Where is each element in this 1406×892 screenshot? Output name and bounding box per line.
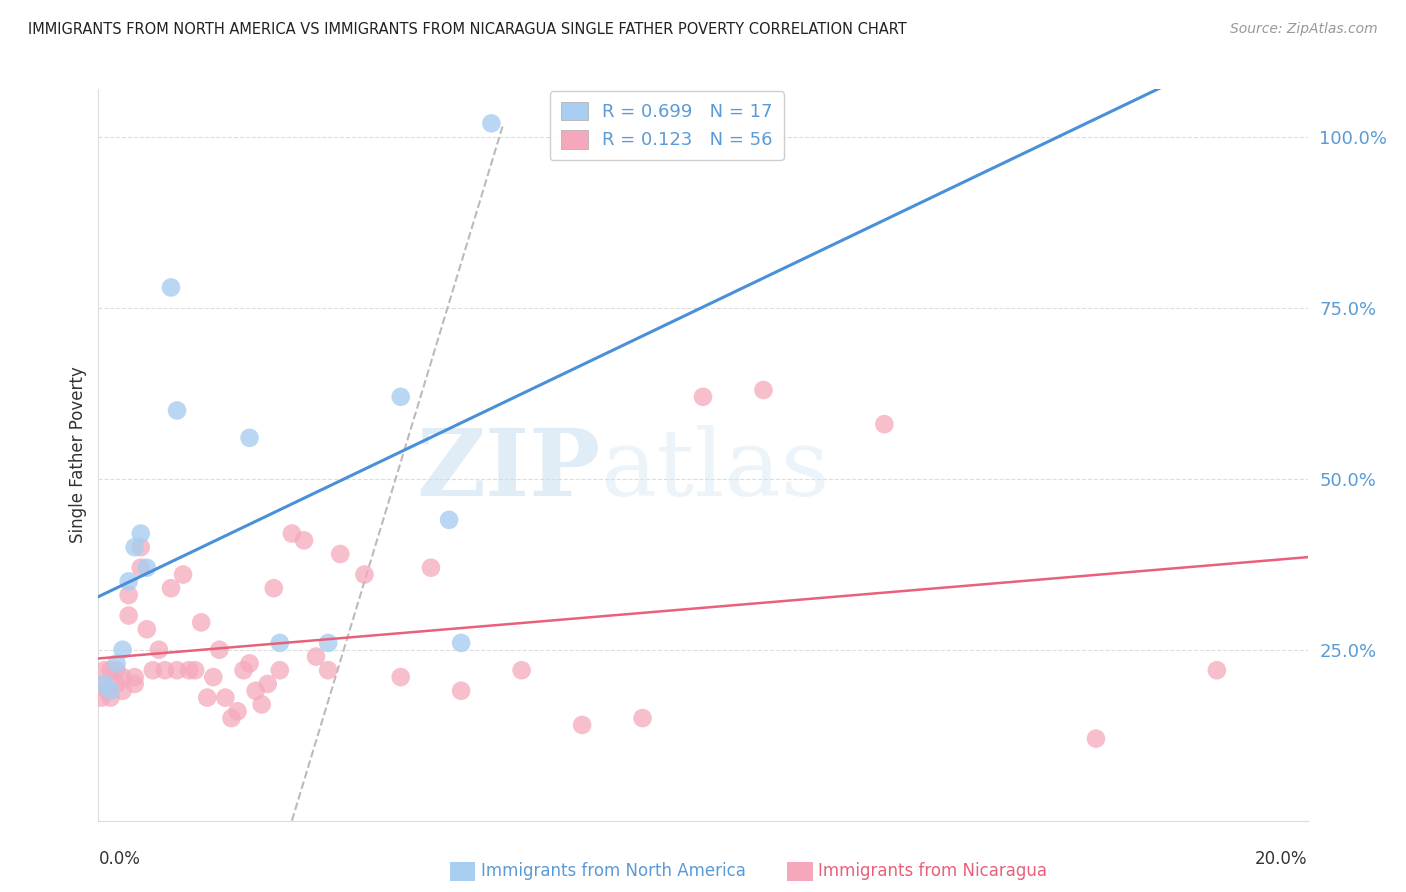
Point (263, 581, 285, 595)
Point (239, 431, 262, 445)
Point (389, 670, 412, 684)
Point (93, 663, 115, 677)
Point (202, 670, 225, 684)
Point (329, 547, 352, 561)
Point (118, 608, 141, 623)
Point (96, 683, 118, 698)
Point (195, 690, 218, 705)
Point (232, 663, 254, 677)
Point (245, 683, 267, 698)
Point (111, 670, 134, 684)
Point (1206, 663, 1229, 677)
Point (100, 663, 122, 677)
Point (208, 642, 231, 657)
Point (420, 560, 443, 574)
Point (256, 677, 278, 691)
Point (90, 690, 112, 705)
Point (129, 540, 152, 554)
Point (305, 649, 328, 664)
Point (166, 663, 188, 677)
Y-axis label: Single Father Poverty: Single Father Poverty (69, 367, 87, 543)
Point (93, 677, 115, 691)
Point (129, 560, 152, 574)
Point (93, 677, 115, 691)
Text: Immigrants from North America: Immigrants from North America (481, 863, 745, 880)
Text: IMMIGRANTS FROM NORTH AMERICA VS IMMIGRANTS FROM NICARAGUA SINGLE FATHER POVERTY: IMMIGRANTS FROM NORTH AMERICA VS IMMIGRA… (28, 22, 907, 37)
Point (135, 560, 157, 574)
Point (250, 698, 273, 712)
Text: atlas: atlas (600, 425, 830, 515)
Point (450, 636, 472, 650)
Point (481, 116, 503, 130)
Point (105, 657, 128, 671)
Point (214, 690, 236, 705)
Point (118, 574, 141, 589)
Point (135, 622, 157, 636)
Point (353, 567, 375, 582)
Text: 20.0%: 20.0% (1256, 850, 1308, 868)
Point (571, 718, 593, 732)
Point (148, 642, 170, 657)
Point (190, 615, 212, 630)
Point (105, 677, 128, 691)
Point (316, 663, 339, 677)
Point (118, 588, 141, 602)
Text: 0.0%: 0.0% (98, 850, 141, 868)
Point (281, 526, 304, 541)
Point (269, 663, 291, 677)
Point (752, 383, 775, 397)
Point (142, 663, 165, 677)
Point (129, 526, 152, 541)
Point (1085, 731, 1108, 746)
Point (239, 657, 262, 671)
Point (100, 690, 122, 705)
Point (437, 513, 460, 527)
Point (269, 636, 291, 650)
Point (124, 540, 146, 554)
Point (100, 683, 122, 698)
Point (105, 663, 128, 677)
Point (166, 403, 188, 417)
Point (153, 663, 176, 677)
Point (510, 663, 533, 677)
Point (873, 417, 896, 432)
Point (124, 677, 146, 691)
Point (450, 683, 472, 698)
Point (160, 280, 183, 294)
Point (184, 663, 207, 677)
Point (160, 581, 183, 595)
Text: ZIP: ZIP (416, 425, 600, 515)
Point (292, 533, 315, 548)
Point (226, 704, 249, 718)
Point (111, 642, 134, 657)
Point (389, 390, 412, 404)
Point (221, 711, 243, 725)
Text: Immigrants from Nicaragua: Immigrants from Nicaragua (818, 863, 1047, 880)
Point (179, 663, 201, 677)
Legend: R = 0.699   N = 17, R = 0.123   N = 56: R = 0.699 N = 17, R = 0.123 N = 56 (550, 91, 783, 161)
Point (316, 636, 339, 650)
Point (692, 390, 714, 404)
Text: Source: ZipAtlas.com: Source: ZipAtlas.com (1230, 22, 1378, 37)
Point (172, 567, 194, 582)
Point (124, 670, 146, 684)
Point (631, 711, 654, 725)
Point (111, 683, 134, 698)
